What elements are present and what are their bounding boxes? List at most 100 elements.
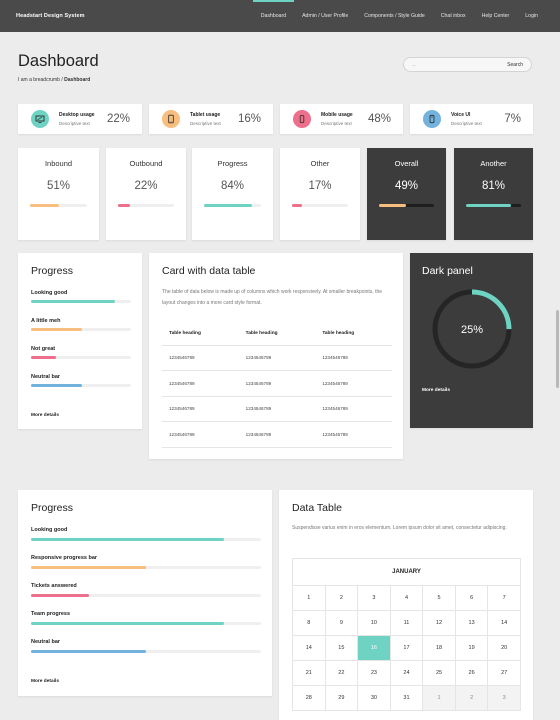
- calendar-day[interactable]: 5: [422, 585, 456, 611]
- calendar-day[interactable]: 21: [292, 660, 326, 686]
- stat-progress-fill: [30, 204, 60, 207]
- nav-link-dashboard[interactable]: Dashboard: [252, 0, 295, 32]
- calendar-day[interactable]: 20: [487, 635, 521, 661]
- calendar-day[interactable]: 8: [292, 610, 326, 636]
- nav-link-chat-inbox[interactable]: Chat inbox: [440, 13, 466, 19]
- table-cell: 1234546789: [315, 421, 392, 448]
- stat-value: 17%: [308, 180, 332, 192]
- table-heading[interactable]: Table heading: [238, 322, 316, 346]
- usage-description: Descriptive text: [190, 121, 221, 126]
- table-heading[interactable]: Table heading: [315, 322, 392, 346]
- table-row: 1234546789 1234546789 1234546789: [162, 345, 392, 371]
- progress-bar: [31, 622, 261, 625]
- calendar-day[interactable]: 12: [422, 610, 456, 636]
- calendar-day[interactable]: 6: [454, 585, 489, 611]
- progress-fill: [31, 384, 82, 387]
- calendar-week-row: 8 9 10 11 12 13 14: [292, 610, 521, 636]
- calendar-month: JANUARY: [292, 558, 521, 586]
- calendar-day[interactable]: 29: [324, 685, 359, 711]
- calendar-table: JANUARY 1 2 3 4 5 6 7 8 9 10 11 12 13 14 14 15 16 17 18 19 2…: [292, 558, 521, 711]
- progress-fill: [31, 650, 146, 653]
- stat-title: Outbound: [129, 159, 163, 168]
- progress-bar: [31, 650, 261, 653]
- stat-card-other: Other 17%: [280, 148, 360, 240]
- more-details-link[interactable]: More details: [31, 679, 59, 684]
- calendar-day[interactable]: 14: [487, 610, 521, 636]
- calendar-day[interactable]: 2: [324, 585, 359, 611]
- calendar-day[interactable]: 31: [389, 685, 424, 711]
- progress-fill: [31, 538, 225, 541]
- calendar-day[interactable]: 7: [487, 585, 521, 611]
- calendar-day[interactable]: 2: [454, 685, 489, 711]
- usage-value: 7%: [504, 113, 521, 125]
- progress-panel: Progress Looking good A little meh Not g…: [18, 253, 142, 429]
- breadcrumb: I am a breadcrumb / Dashboard: [18, 77, 90, 83]
- calendar-day[interactable]: 22: [324, 660, 359, 686]
- usage-value: 22%: [106, 113, 130, 125]
- table-heading[interactable]: Table heading: [162, 322, 239, 346]
- usage-title: Tablet usage: [190, 112, 221, 118]
- calendar-day[interactable]: 28: [292, 685, 326, 711]
- progress-fill: [31, 328, 82, 331]
- search-box: Search: [403, 57, 532, 72]
- calendar-day[interactable]: 3: [357, 585, 391, 611]
- progress-label: Not great: [31, 346, 56, 352]
- calendar-day[interactable]: 15: [324, 635, 359, 661]
- voice-device-icon: [423, 110, 441, 128]
- table-cell: 1234546789: [238, 396, 316, 422]
- stat-value: 51%: [46, 180, 71, 192]
- calendar-day[interactable]: 4: [389, 585, 424, 611]
- usage-card-tablet: Tablet usage Descriptive text 16%: [149, 104, 273, 134]
- usage-description: Descriptive text: [321, 121, 352, 126]
- calendar-day[interactable]: 24: [389, 660, 424, 686]
- calendar-day[interactable]: 9: [324, 610, 359, 636]
- nav-link-style-guide[interactable]: Components / Style Guide: [364, 13, 425, 19]
- breadcrumb-current: Dashboard: [64, 77, 91, 83]
- calendar-day[interactable]: 27: [487, 660, 521, 686]
- table-cell: 1234546789: [315, 370, 392, 397]
- calendar-day[interactable]: 23: [357, 660, 391, 686]
- stat-progress-bar: [379, 204, 434, 207]
- table-row: 1234546789 1234546789 1234546789: [162, 421, 392, 448]
- search-button[interactable]: Search: [507, 61, 523, 68]
- search-input[interactable]: [412, 62, 482, 67]
- stat-card-inbound: Inbound 51%: [18, 148, 99, 240]
- stat-progress-fill: [379, 204, 406, 207]
- panel-title: Card with data table: [162, 265, 256, 277]
- progress-label: Responsive progress bar: [31, 555, 98, 561]
- calendar-day[interactable]: 14: [292, 635, 326, 661]
- panel-title: Progress: [31, 265, 74, 277]
- calendar-week-row: 28 29 30 31 1 2 3: [292, 685, 521, 711]
- calendar-day[interactable]: 25: [422, 660, 456, 686]
- nav-link-login[interactable]: Login: [525, 13, 538, 19]
- calendar-day[interactable]: 18: [422, 635, 456, 661]
- calendar-day[interactable]: 30: [357, 685, 391, 711]
- calendar-week-row: 14 15 16 17 18 19 20: [292, 635, 521, 661]
- calendar-day[interactable]: 3: [487, 685, 521, 711]
- calendar-day[interactable]: 26: [454, 660, 489, 686]
- breadcrumb-link[interactable]: I am a breadcrumb /: [18, 77, 65, 83]
- calendar-day[interactable]: 13: [454, 610, 489, 636]
- progress-bar: [31, 594, 261, 597]
- scrollbar-thumb[interactable]: [556, 310, 559, 388]
- calendar-day[interactable]: 1: [292, 585, 326, 611]
- brand-logo[interactable]: Headstart Design System: [16, 13, 85, 19]
- calendar-day[interactable]: 11: [389, 610, 424, 636]
- nav-link-admin-profile[interactable]: Admin / User Profile: [302, 13, 349, 19]
- nav-link-help-center[interactable]: Help Center: [481, 13, 510, 19]
- calendar-day[interactable]: 10: [357, 610, 391, 636]
- calendar-day[interactable]: 19: [454, 635, 489, 661]
- donut-value: 25%: [461, 324, 483, 336]
- stat-title: Other: [310, 159, 330, 168]
- dark-panel: Dark panel 25% More details: [410, 253, 533, 428]
- top-nav: Headstart Design System Dashboard Admin …: [0, 0, 560, 32]
- calendar-day[interactable]: 16: [357, 635, 391, 661]
- stat-progress-fill: [292, 204, 302, 207]
- calendar-week-row: 21 22 23 24 25 26 27: [292, 660, 521, 686]
- more-details-link[interactable]: More details: [422, 388, 450, 393]
- calendar-day[interactable]: 17: [389, 635, 424, 661]
- calendar-day[interactable]: 1: [422, 685, 456, 711]
- more-details-link[interactable]: More details: [31, 413, 59, 418]
- progress-bar: [31, 328, 131, 331]
- progress-label: Tickets answered: [31, 583, 77, 589]
